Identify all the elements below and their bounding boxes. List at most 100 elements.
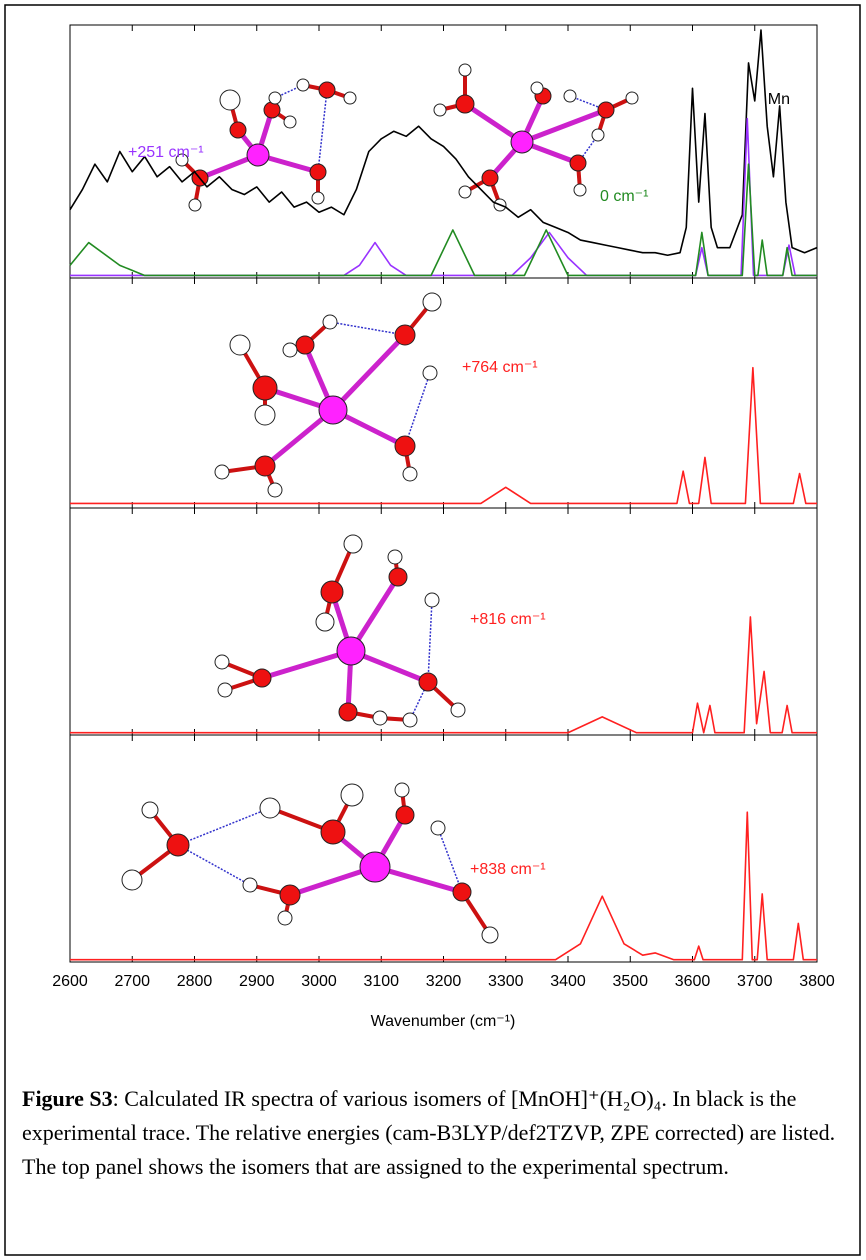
x-tick-label: 3600 [675,973,711,990]
hydrogen-bond [178,808,270,845]
atom [451,703,465,717]
atom [482,927,498,943]
atom [337,637,365,665]
atom [423,293,441,311]
atom [278,911,292,925]
hydrogen-bond [178,845,250,885]
atom [403,713,417,727]
atom [189,199,201,211]
atom [230,335,250,355]
atom [247,144,269,166]
hydrogen-bond [428,600,432,682]
atom [215,465,229,479]
atom [142,802,158,818]
atom [167,834,189,856]
atom [453,883,471,901]
atom [511,131,533,153]
atom [570,155,586,171]
x-tick-label: 3500 [612,973,648,990]
atom [574,184,586,196]
bond [333,335,405,410]
atom [341,784,363,806]
atom [395,436,415,456]
x-tick-label: 3800 [799,973,835,990]
atom [310,164,326,180]
hydrogen-bond [438,828,462,892]
atom [312,192,324,204]
atom [403,467,417,481]
atom [598,102,614,118]
atom [220,90,240,110]
atom [296,336,314,354]
atom [319,82,335,98]
atom [531,82,543,94]
atom [344,92,356,104]
atom [396,806,414,824]
hydrogen-bond [405,373,430,446]
atom [323,315,337,329]
atom [255,456,275,476]
spectrum-line [70,30,817,255]
hydrogen-bond [330,322,405,335]
atom [389,568,407,586]
atom [269,92,281,104]
atom [395,325,415,345]
atom [626,92,638,104]
atom [423,366,437,380]
atom [280,885,300,905]
atom [283,343,297,357]
atom [230,122,246,138]
atom [264,102,280,118]
x-tick-label: 2600 [52,973,88,990]
atom [431,821,445,835]
annotation: +816 cm⁻¹ [470,611,546,628]
atom [253,376,277,400]
atom [388,550,402,564]
x-axis-label: Wavenumber (cm⁻¹) [371,1013,516,1030]
x-tick-label: 3300 [488,973,524,990]
atom [419,673,437,691]
atom [459,64,471,76]
hydrogen-bond [318,90,327,172]
x-tick-label: 2800 [177,973,213,990]
atom [564,90,576,102]
x-tick-label: 3700 [737,973,773,990]
atom [434,104,446,116]
atom [122,870,142,890]
atom [592,129,604,141]
figure: Wavenumber (cm⁻¹) Mn+251 cm⁻¹0 cm⁻¹+764 … [0,0,866,1260]
x-tick-label: 3100 [363,973,399,990]
spectrum-line [70,617,817,733]
atom [321,820,345,844]
panel-frame [70,508,817,735]
atom [321,581,343,603]
x-tick-label: 3000 [301,973,337,990]
spectrum-line [70,368,817,504]
atom [395,783,409,797]
atom [425,593,439,607]
atom [316,613,334,631]
chart: Wavenumber (cm⁻¹) Mn+251 cm⁻¹0 cm⁻¹+764 … [0,0,866,1260]
atom [459,186,471,198]
atom [255,405,275,425]
atom [268,483,282,497]
atom [218,683,232,697]
atom [360,852,390,882]
panel-frame [70,278,817,508]
x-tick-label: 3400 [550,973,586,990]
atom [373,711,387,725]
atom [344,535,362,553]
caption-text: : Calculated IR spectra of various isome… [22,1086,835,1179]
atom [482,170,498,186]
annotation: 0 cm⁻¹ [600,188,648,205]
atom [456,95,474,113]
figure-border [5,5,860,1255]
atom [260,798,280,818]
annotation: +838 cm⁻¹ [470,861,546,878]
atom [339,703,357,721]
caption-label: Figure S3 [22,1086,113,1111]
atom [243,878,257,892]
atom [253,669,271,687]
x-tick-label: 2900 [239,973,275,990]
atom [297,79,309,91]
